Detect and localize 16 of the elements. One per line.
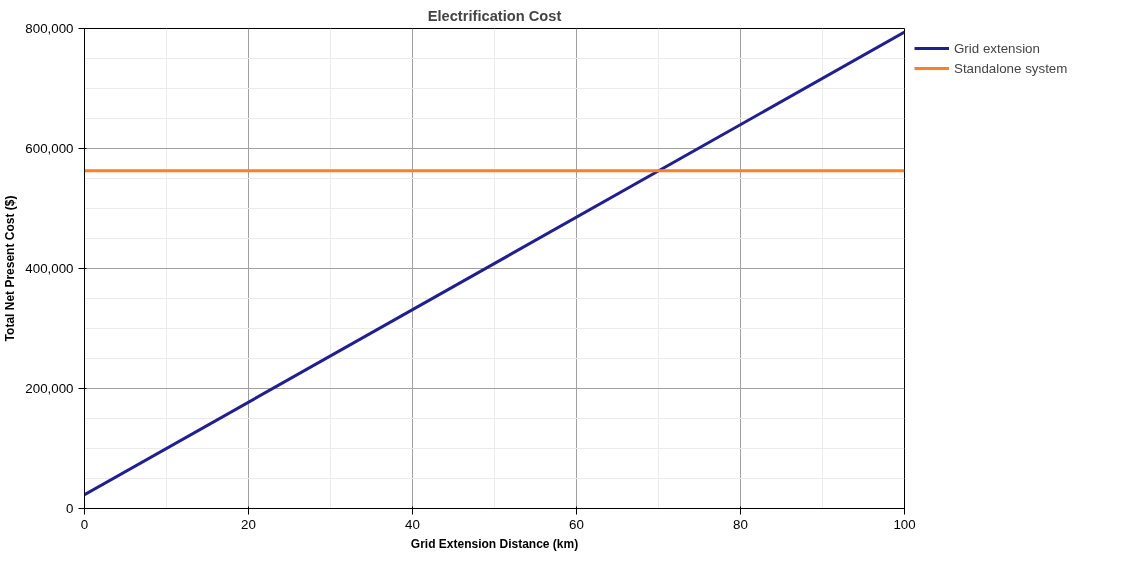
x-tick-label: 60 <box>569 516 584 532</box>
x-tick-label: 40 <box>405 516 420 532</box>
x-tick-label: 0 <box>80 516 89 532</box>
chart-title: Electrification Cost <box>427 7 562 24</box>
y-tick-label: 800,000 <box>25 21 74 36</box>
legend-label: Standalone system <box>954 60 1068 76</box>
legend-label: Grid extension <box>954 40 1040 56</box>
x-axis-title: Grid Extension Distance (km) <box>410 536 579 551</box>
y-tick-label: 200,000 <box>25 381 74 396</box>
y-tick-label: 0 <box>66 501 74 516</box>
x-tick-label: 100 <box>893 516 916 532</box>
y-tick-label: 600,000 <box>25 141 74 156</box>
x-tick-label: 80 <box>733 516 748 532</box>
y-axis-title: Total Net Present Cost ($) <box>3 195 18 342</box>
x-tick-label: 20 <box>241 516 256 532</box>
y-tick-label: 400,000 <box>25 261 74 276</box>
